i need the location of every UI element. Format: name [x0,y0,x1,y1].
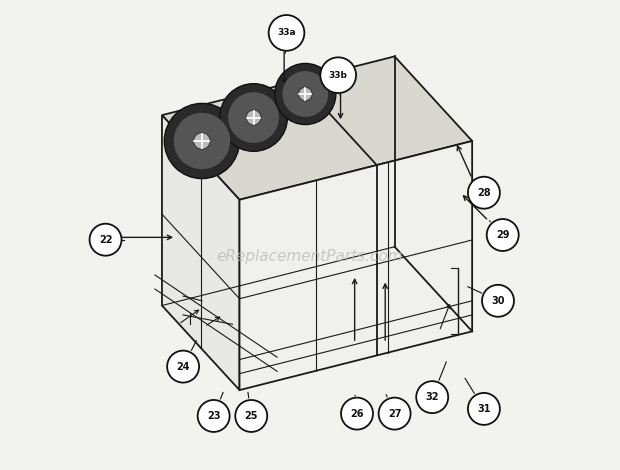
Circle shape [299,87,312,101]
Polygon shape [162,56,472,200]
Circle shape [89,224,122,256]
Circle shape [219,84,288,151]
Circle shape [341,398,373,430]
Circle shape [228,92,279,143]
Text: 26: 26 [350,408,364,419]
Circle shape [379,398,410,430]
Text: 28: 28 [477,188,490,198]
Text: 33a: 33a [277,28,296,38]
Circle shape [193,133,210,149]
Text: 29: 29 [496,230,510,240]
Circle shape [167,351,199,383]
Text: 22: 22 [99,235,112,245]
Circle shape [198,400,229,432]
Polygon shape [162,115,239,390]
Text: 23: 23 [207,411,220,421]
Circle shape [235,400,267,432]
Text: 30: 30 [491,296,505,306]
Circle shape [416,381,448,413]
Circle shape [482,285,514,317]
Text: 24: 24 [176,361,190,372]
Circle shape [164,103,239,179]
Circle shape [487,219,519,251]
Circle shape [174,113,230,169]
Circle shape [275,63,336,125]
Circle shape [282,71,328,117]
Text: 33b: 33b [329,70,348,80]
Text: 27: 27 [388,408,401,419]
Circle shape [468,177,500,209]
Polygon shape [239,141,472,390]
Text: eReplacementParts.com: eReplacementParts.com [216,249,404,264]
Text: 31: 31 [477,404,490,414]
Circle shape [246,110,261,125]
Text: 32: 32 [425,392,439,402]
Circle shape [468,393,500,425]
Circle shape [268,15,304,51]
Text: 25: 25 [244,411,258,421]
Circle shape [321,57,356,93]
